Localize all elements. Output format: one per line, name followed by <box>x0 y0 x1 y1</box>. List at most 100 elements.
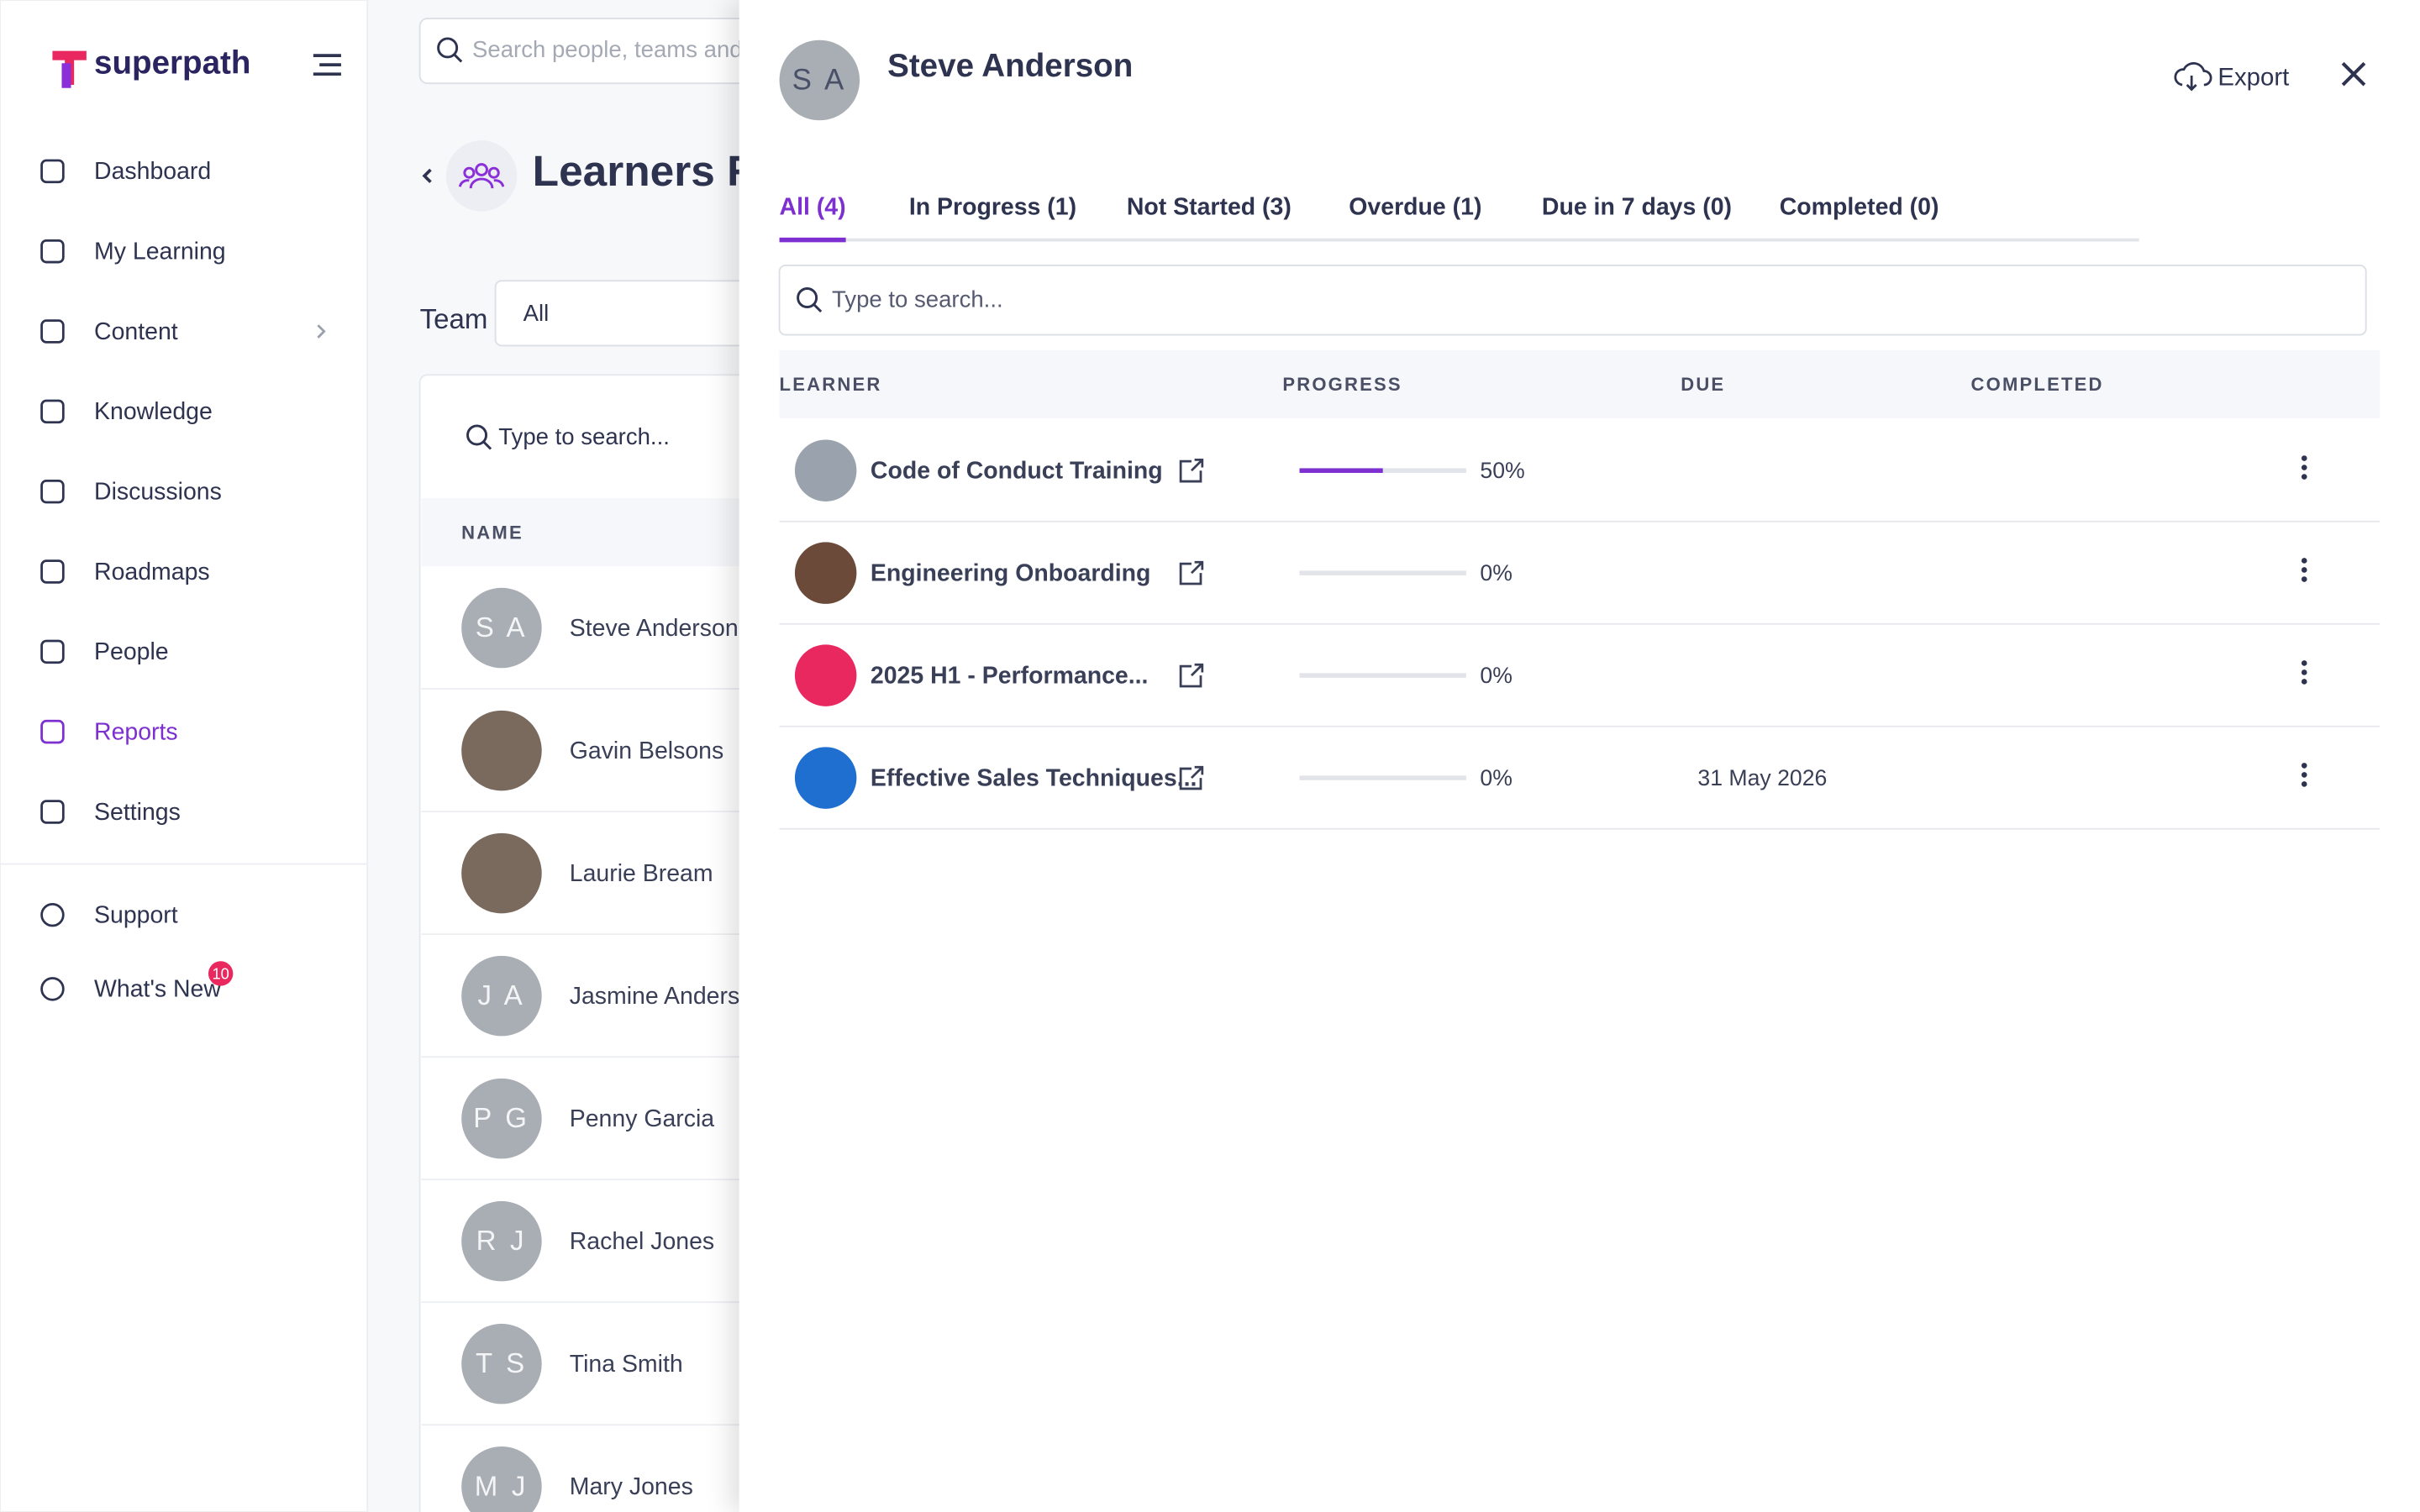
external-link[interactable] <box>1179 560 1204 585</box>
close-button[interactable] <box>2341 61 2366 87</box>
content-icon <box>794 747 857 809</box>
nav-icon <box>40 239 65 264</box>
avatar-initials: T S <box>476 1348 528 1379</box>
avatar-initials: P G <box>473 1103 529 1134</box>
nav-item[interactable]: Knowledge <box>94 398 213 425</box>
nav-icon <box>40 159 65 184</box>
row-menu[interactable] <box>2301 558 2307 564</box>
avatar <box>461 1323 542 1404</box>
tab[interactable]: Due in 7 days (0) <box>1542 193 1732 220</box>
content-title[interactable]: Effective Sales Techniques... <box>871 764 1197 791</box>
tab[interactable]: Overdue (1) <box>1349 193 1481 220</box>
row-menu[interactable] <box>2301 576 2307 582</box>
avatar <box>461 587 542 669</box>
table-search[interactable]: Type to search... <box>498 423 670 449</box>
progress-track <box>1299 775 1466 780</box>
external-link[interactable] <box>1179 458 1204 483</box>
nav-item[interactable]: Settings <box>94 799 181 826</box>
filter-value: All <box>523 300 550 326</box>
column-header: COMPLETED <box>1971 374 2104 395</box>
panel-search-box[interactable] <box>778 265 2367 336</box>
nav-item[interactable]: My Learning <box>94 239 226 265</box>
person-name[interactable]: Laurie Bream <box>570 860 713 887</box>
chevron <box>317 324 326 339</box>
avatar-initials: J A <box>477 980 525 1011</box>
row-menu[interactable] <box>2301 455 2307 461</box>
person-name[interactable]: Penny Garcia <box>570 1105 715 1132</box>
external-link[interactable] <box>1179 765 1204 790</box>
progress-label: 0% <box>1480 560 1512 585</box>
person-name[interactable]: Mary Jones <box>570 1473 693 1500</box>
nav-icon <box>40 399 65 424</box>
avatar <box>461 710 542 791</box>
row-menu[interactable] <box>2301 772 2307 778</box>
nav-item[interactable]: Roadmaps <box>94 559 210 585</box>
main: Search people, teams and l Learners R Te… <box>418 18 823 1512</box>
person-name[interactable]: Tina Smith <box>570 1351 683 1378</box>
avatar-initials: M J <box>475 1471 529 1502</box>
tab[interactable]: Completed (0) <box>1780 193 1939 220</box>
footer-icon <box>40 977 65 1001</box>
avatar-initials: R J <box>476 1226 528 1257</box>
nav-item[interactable]: People <box>94 638 169 665</box>
column-header: NAME <box>461 522 523 543</box>
back[interactable] <box>422 168 432 184</box>
tab[interactable]: In Progress (1) <box>909 193 1076 220</box>
row-menu[interactable] <box>2301 763 2307 769</box>
avatar <box>461 832 542 914</box>
person-name[interactable]: Gavin Belsons <box>570 738 723 764</box>
nav-icon <box>40 719 65 744</box>
menu-toggle[interactable] <box>313 54 341 76</box>
content-title[interactable]: Engineering Onboarding <box>871 560 1151 587</box>
row-menu[interactable] <box>2301 465 2307 470</box>
row-menu[interactable] <box>2301 679 2307 685</box>
person-name[interactable]: Rachel Jones <box>570 1228 714 1255</box>
nav-icon <box>40 800 65 824</box>
content-icon <box>794 439 857 501</box>
footer-item[interactable]: Support <box>94 902 178 929</box>
tab-underline <box>779 237 846 243</box>
column-header: DUE <box>1681 374 1725 395</box>
progress-label: 50% <box>1480 458 1524 483</box>
content-title[interactable]: 2025 H1 - Performance... <box>871 662 1149 689</box>
row-menu[interactable] <box>2301 567 2307 573</box>
column-header: LEARNER <box>780 374 882 395</box>
avatar-initials: S A <box>792 64 847 97</box>
content-icon <box>794 542 857 604</box>
nav-icon <box>40 559 65 584</box>
row-menu[interactable] <box>2301 669 2307 675</box>
footer-item[interactable]: What's New <box>94 976 221 1003</box>
nav-item[interactable]: Content <box>94 318 178 345</box>
page-title: Learners R <box>533 146 759 195</box>
filter-label: Team <box>420 304 488 335</box>
progress-bar <box>1299 468 1383 473</box>
avatar-initials: S A <box>476 612 528 643</box>
content-icon <box>794 644 857 706</box>
progress-label: 0% <box>1480 663 1512 688</box>
tab[interactable]: Not Started (3) <box>1127 193 1292 220</box>
panel-search: Type to search... <box>832 286 1003 312</box>
content-title[interactable]: Code of Conduct Training <box>871 458 1163 485</box>
row-menu[interactable] <box>2301 660 2307 666</box>
nav-item[interactable]: Dashboard <box>94 158 211 185</box>
person-name[interactable]: Jasmine Anderso <box>570 983 753 1010</box>
row-menu[interactable] <box>2301 781 2307 787</box>
nav-icon <box>40 319 65 344</box>
external-link[interactable] <box>1179 663 1204 688</box>
column-header: PROGRESS <box>1282 374 1402 395</box>
detail-panel: S A Steve Anderson Export Type to search… <box>739 0 2420 1512</box>
row-menu[interactable] <box>2301 474 2307 480</box>
avatar <box>461 1446 542 1512</box>
person-name[interactable]: Steve Anderson <box>570 615 739 642</box>
export-button[interactable]: Export <box>2217 63 2289 91</box>
due-date: 31 May 2026 <box>1697 765 1827 790</box>
tab[interactable]: All (4) <box>780 193 846 220</box>
progress-track <box>1299 468 1466 473</box>
nav-item[interactable]: Discussions <box>94 479 222 506</box>
brand: superpath <box>94 45 250 81</box>
nav-icon <box>40 479 65 504</box>
nav-item[interactable]: Reports <box>94 719 178 746</box>
